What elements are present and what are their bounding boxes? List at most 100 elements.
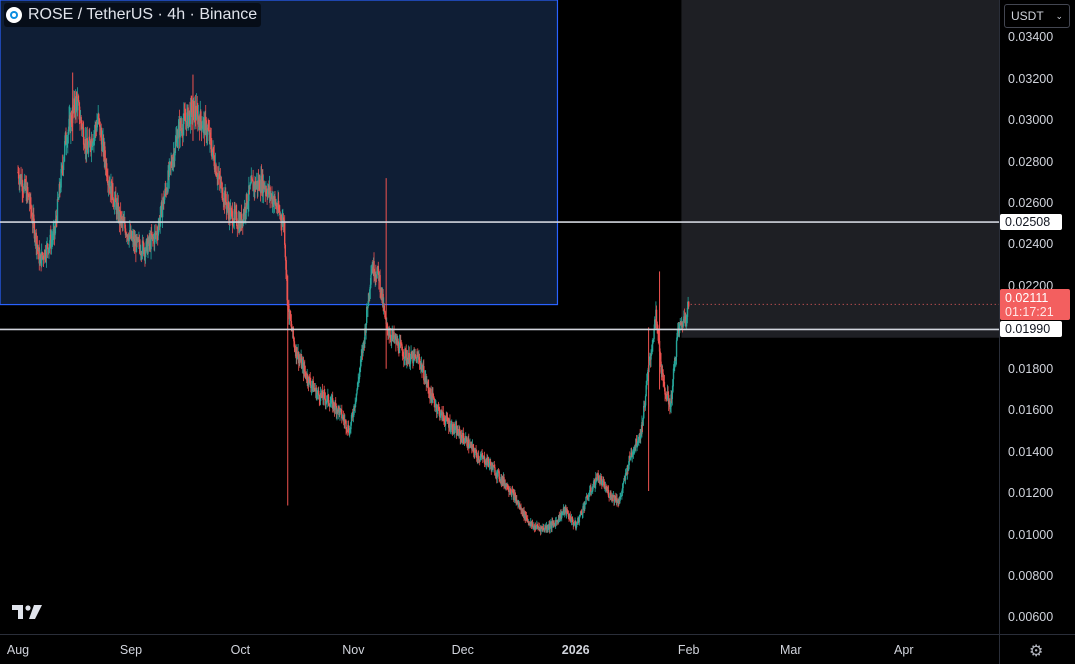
candle-body — [350, 422, 352, 430]
time-axis[interactable]: Aug Sep Oct Nov Dec 2026 Feb Mar Apr — [0, 634, 999, 664]
candle-body — [52, 231, 54, 239]
last-price-badge[interactable]: 0.02111 01:17:21 — [1000, 288, 1070, 320]
candle-body — [285, 257, 287, 270]
candle-body — [284, 221, 286, 245]
candle-body — [602, 480, 605, 482]
price-axis[interactable]: USDT ⌄ 0.03400 0.03200 0.03000 0.02800 0.026… — [999, 0, 1075, 634]
candle-body — [266, 190, 269, 198]
settings-gear-icon[interactable]: ⚙ — [1029, 643, 1044, 660]
time-tick-label: Sep — [119, 643, 143, 657]
candle-body — [632, 454, 634, 456]
candle-body — [672, 379, 674, 392]
candle-body — [265, 189, 268, 195]
candle-body — [183, 113, 185, 125]
candle-body — [443, 418, 446, 423]
candle-body — [161, 205, 164, 218]
candle-body — [242, 213, 245, 224]
candle-body — [335, 405, 338, 414]
future-zone — [681, 0, 999, 338]
candle-body — [489, 461, 492, 466]
candle-body — [412, 352, 415, 364]
candle-body — [547, 528, 550, 529]
candle-body — [499, 479, 501, 481]
candle-body — [633, 449, 635, 451]
candle-body — [236, 225, 239, 229]
tradingview-logo-icon[interactable] — [12, 604, 44, 620]
candle-body — [207, 127, 209, 130]
candle-body — [426, 383, 428, 385]
candle-body — [174, 141, 177, 153]
candle-body — [647, 369, 649, 378]
candle-body — [60, 169, 62, 188]
candle-body — [597, 473, 599, 476]
candle-body — [98, 118, 101, 122]
candle-body — [551, 521, 554, 524]
candle-body — [449, 420, 451, 431]
candle-body — [586, 495, 588, 499]
candle-body — [323, 392, 325, 394]
upper-level-badge[interactable]: 0.02508 — [1000, 214, 1062, 231]
candle-body — [33, 222, 36, 239]
candle-body — [567, 512, 569, 514]
candle-body — [498, 471, 500, 480]
candle-body — [325, 400, 328, 402]
candle-body — [334, 402, 336, 410]
candle-body — [66, 144, 68, 145]
candle-body — [405, 351, 407, 361]
candle-body — [377, 265, 379, 272]
candle-body — [273, 201, 275, 206]
candle-body — [76, 99, 79, 111]
candle-body — [610, 492, 612, 498]
candle-body — [684, 316, 687, 323]
candle-body — [425, 376, 427, 385]
currency-select[interactable]: USDT ⌄ — [1004, 4, 1070, 28]
candle-body — [479, 457, 482, 460]
candle-body — [520, 506, 522, 511]
candle-body — [68, 118, 70, 130]
candle-body — [143, 243, 145, 255]
candle-body — [231, 211, 234, 226]
candle-body — [532, 526, 534, 528]
candle-body — [172, 159, 174, 168]
candle-body — [100, 129, 102, 138]
price-plot[interactable] — [0, 0, 999, 634]
candle-body — [553, 522, 555, 524]
candle-body — [454, 426, 457, 431]
candle-body — [621, 490, 623, 496]
candle-body — [200, 121, 203, 131]
candle-body — [324, 393, 326, 399]
time-tick-label: Mar — [780, 643, 802, 657]
candle-body — [622, 483, 624, 489]
symbol-legend[interactable]: ROSE / TetherUS · 4h · Binance — [4, 3, 262, 27]
candle-body — [163, 196, 166, 204]
candle-body — [393, 337, 396, 340]
candle-body — [209, 132, 212, 139]
candle-body — [33, 214, 35, 223]
time-tick-label: Oct — [230, 643, 251, 657]
candle-body — [285, 269, 288, 276]
candle-body — [308, 376, 311, 379]
candle-body — [434, 403, 436, 408]
candle-body — [301, 357, 303, 369]
candle-body — [274, 200, 277, 206]
candle-body — [607, 490, 610, 497]
chart-pane[interactable]: ROSE / TetherUS · 4h · Binance — [0, 0, 999, 634]
candle-body — [414, 354, 417, 357]
candle-body — [198, 116, 200, 122]
candle-body — [665, 395, 667, 400]
candle-body — [67, 129, 70, 135]
candle-body — [182, 124, 184, 135]
symbol-title[interactable]: ROSE / TetherUS · 4h · Binance — [28, 6, 258, 23]
candle-body — [507, 489, 509, 491]
candle-body — [469, 444, 471, 448]
candle-body — [669, 406, 672, 410]
candle-body — [245, 212, 247, 215]
candle-body — [70, 115, 73, 123]
candle-body — [542, 527, 545, 530]
candle-body — [408, 352, 410, 365]
candle-body — [513, 493, 516, 501]
candle-body — [93, 131, 96, 135]
candle-body — [437, 406, 439, 410]
lower-level-badge[interactable]: 0.01990 — [1000, 321, 1062, 338]
candle-body — [188, 115, 190, 127]
